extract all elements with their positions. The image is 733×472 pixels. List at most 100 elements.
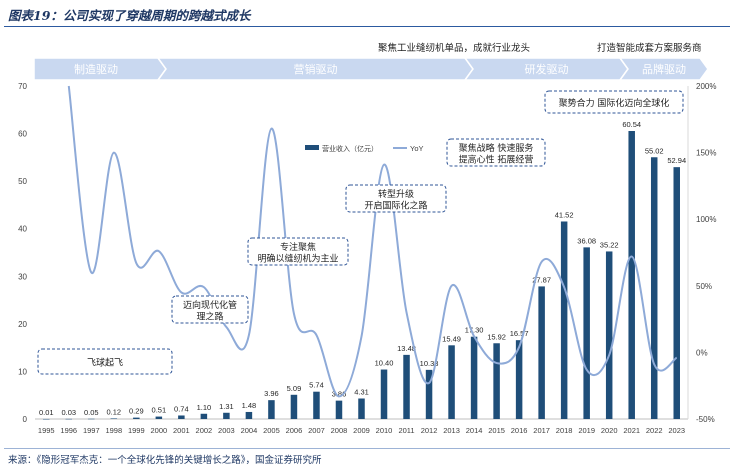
y-left-tick-label: 30 (18, 272, 27, 281)
annotation-1: 飞球起飞 (37, 348, 173, 375)
x-tick-label: 2015 (488, 426, 505, 435)
x-tick-label: 1995 (38, 426, 55, 435)
revenue-bar (290, 394, 298, 419)
bar-value-label: 1.31 (219, 402, 234, 411)
x-tick-label: 1996 (60, 426, 77, 435)
bar-value-label: 16.57 (510, 329, 529, 338)
revenue-bar (448, 345, 455, 419)
bar-value-label: 60.54 (622, 120, 641, 129)
y-left-tick-label: 20 (18, 320, 27, 329)
revenue-bar (43, 418, 50, 420)
revenue-bar (245, 411, 253, 419)
stage-label-3: 研发驱动 (525, 62, 569, 76)
revenue-bar (560, 221, 568, 419)
bar-value-label: 0.74 (174, 404, 189, 413)
x-tick-label: 2008 (331, 426, 348, 435)
yoy-line (67, 85, 678, 398)
figure-title: 图表19：公司实现了穿越周期的跨越式成长 (8, 8, 251, 23)
stage-label-2: 营销驱动 (294, 62, 338, 76)
annotation-text: 明确以缝纫机为主业 (257, 252, 338, 264)
legend-bar-swatch (305, 145, 319, 150)
revenue-bar (358, 398, 365, 419)
bar-value-label: 52.94 (667, 156, 686, 165)
x-tick-label: 2012 (421, 426, 438, 435)
revenue-bar (628, 131, 635, 420)
bar-value-label: 15.92 (487, 332, 506, 341)
legend: 营业收入（亿元） YoY (305, 144, 424, 153)
revenue-bar (583, 247, 590, 419)
revenue-bar (313, 391, 320, 419)
x-tick-label: 2016 (511, 426, 528, 435)
x-tick-label: 2020 (601, 426, 618, 435)
stage-arrow-4 (618, 57, 709, 81)
x-tick-label: 2002 (196, 426, 213, 435)
revenue-bar (605, 251, 613, 419)
stage-label-1: 制造驱动 (74, 62, 118, 76)
bar-value-label: 10.33 (420, 359, 439, 368)
annotation-text: 提高心性 拓展经营 (459, 153, 534, 165)
bar-value-label: 15.49 (442, 334, 461, 343)
revenue-bar (650, 157, 658, 419)
y-left-tick-label: 60 (18, 130, 27, 139)
y-right-tick-label: 50% (696, 282, 712, 291)
x-tick-label: 2017 (533, 426, 550, 435)
bar-value-label: 0.05 (84, 408, 99, 417)
bar-value-label: 1.10 (197, 403, 212, 412)
bar-value-label: 55.02 (645, 146, 664, 155)
bar-value-label: 0.12 (107, 407, 122, 416)
y-right-tick-label: 0% (696, 348, 708, 357)
revenue-bar (88, 418, 95, 420)
revenue-bar (380, 369, 388, 419)
annotation-box (247, 237, 349, 266)
y-left-tick-label: 70 (18, 82, 27, 91)
revenue-bar (538, 286, 545, 419)
x-tick-label: 2021 (623, 426, 640, 435)
revenue-bar (133, 417, 140, 419)
revenue-bar (425, 369, 433, 419)
x-tick-label: 2010 (376, 426, 393, 435)
annotation-text: 聚焦战略 快速服务 (459, 142, 534, 154)
y-left-tick-label: 40 (18, 225, 27, 234)
y-right-tick-label: 100% (696, 215, 716, 224)
x-tick-label: 2009 (353, 426, 370, 435)
bar-value-label: 5.09 (287, 384, 302, 393)
top-note-2: 打造智能成套方案服务商 (597, 42, 702, 54)
x-tick-label: 2004 (241, 426, 258, 435)
x-tick-label: 2005 (263, 426, 280, 435)
revenue-bar (223, 412, 230, 419)
x-tick-label: 2014 (466, 426, 483, 435)
annotation-text: 理之路 (196, 310, 223, 322)
bar-value-label: 36.08 (577, 236, 596, 245)
bar-value-label: 0.03 (61, 408, 76, 417)
x-tick-label: 2007 (308, 426, 325, 435)
bar-value-label: 0.29 (129, 407, 144, 416)
revenue-bar (493, 343, 500, 419)
revenue-bar (515, 340, 523, 419)
bar-value-label: 13.48 (397, 344, 416, 353)
revenue-bar (155, 416, 163, 419)
bar-value-label: 41.52 (555, 210, 574, 219)
x-tick-label: 2022 (646, 426, 663, 435)
annotation-text: 专注聚焦 (280, 241, 316, 253)
x-tick-label: 2000 (151, 426, 168, 435)
legend-line-label: YoY (410, 144, 424, 153)
y-left-tick-label: 0 (23, 415, 28, 424)
annotation-box (171, 295, 249, 324)
y-right-tick-label: 200% (696, 82, 716, 91)
bottom-rule (4, 448, 730, 449)
x-tick-label: 2019 (578, 426, 595, 435)
x-tick-label: 2013 (443, 426, 460, 435)
bar-value-label: 27.87 (532, 275, 551, 284)
revenue-bar (673, 167, 680, 419)
bar-value-label: 3.86 (332, 390, 347, 399)
bar-value-label: 17.30 (465, 326, 484, 335)
revenue-bar (470, 336, 478, 419)
annotation-text: 开启国际化之路 (364, 199, 427, 211)
top-note-1: 聚焦工业缝纫机单品，成就行业龙头 (378, 42, 530, 54)
stage-label-4: 品牌驱动 (642, 62, 686, 76)
revenue-bar (268, 400, 275, 419)
y-left-tick-label: 10 (18, 367, 27, 376)
